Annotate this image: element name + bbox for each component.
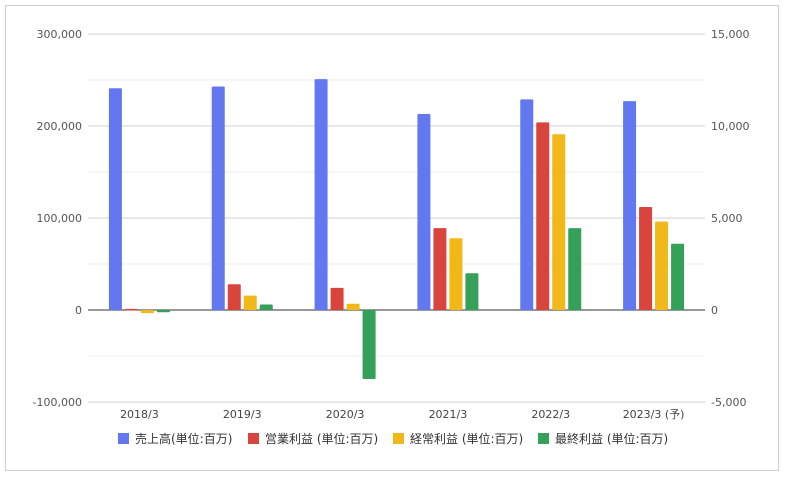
- bar: [449, 238, 463, 310]
- bar: [433, 228, 447, 310]
- bar: [536, 122, 550, 310]
- legend-swatch: [538, 433, 549, 444]
- x-axis-tick-label: 2023/3 (予): [623, 408, 685, 421]
- left-axis-tick-label: 100,000: [37, 212, 83, 225]
- bar: [227, 284, 241, 310]
- bar: [362, 310, 376, 379]
- left-axis-tick-label: -100,000: [33, 396, 82, 409]
- bar: [140, 310, 154, 314]
- legend-label: 最終利益 (単位:百万): [555, 431, 668, 446]
- bar: [417, 114, 431, 310]
- bar: [243, 295, 257, 310]
- right-axis-tick-label: 10,000: [711, 120, 750, 133]
- legend-label: 経常利益 (単位:百万): [410, 431, 523, 446]
- bar: [568, 228, 582, 310]
- bar: [124, 308, 138, 311]
- bar: [346, 303, 360, 310]
- x-axis-tick-label: 2021/3: [429, 408, 468, 421]
- bar: [671, 243, 685, 310]
- legend-label: 売上高(単位:百万): [135, 431, 232, 446]
- legend-swatch: [248, 433, 259, 444]
- right-axis-tick-label: -5,000: [711, 396, 746, 409]
- bar: [108, 88, 122, 310]
- left-axis-tick-label: 200,000: [37, 120, 83, 133]
- bar: [330, 287, 344, 310]
- x-axis-tick-label: 2020/3: [326, 408, 365, 421]
- bar: [520, 99, 534, 310]
- legend-swatch: [393, 433, 404, 444]
- bar: [465, 273, 479, 310]
- x-axis-tick-label: 2018/3: [120, 408, 159, 421]
- bar: [314, 79, 328, 310]
- bar: [259, 304, 273, 310]
- left-axis-tick-label: 300,000: [37, 28, 83, 41]
- right-axis-tick-label: 0: [711, 304, 718, 317]
- x-axis-tick-label: 2019/3: [223, 408, 262, 421]
- bar: [639, 206, 653, 310]
- bar: [655, 221, 669, 310]
- right-axis-tick-label: 15,000: [711, 28, 750, 41]
- bar: [156, 310, 170, 313]
- right-axis-tick-label: 5,000: [711, 212, 743, 225]
- legend-swatch: [118, 433, 129, 444]
- bar: [552, 134, 566, 310]
- x-axis-tick-label: 2022/3: [531, 408, 570, 421]
- legend-label: 営業利益 (単位:百万): [265, 431, 378, 446]
- left-axis-tick-label: 0: [75, 304, 82, 317]
- bar: [623, 101, 637, 310]
- bar: [211, 86, 225, 310]
